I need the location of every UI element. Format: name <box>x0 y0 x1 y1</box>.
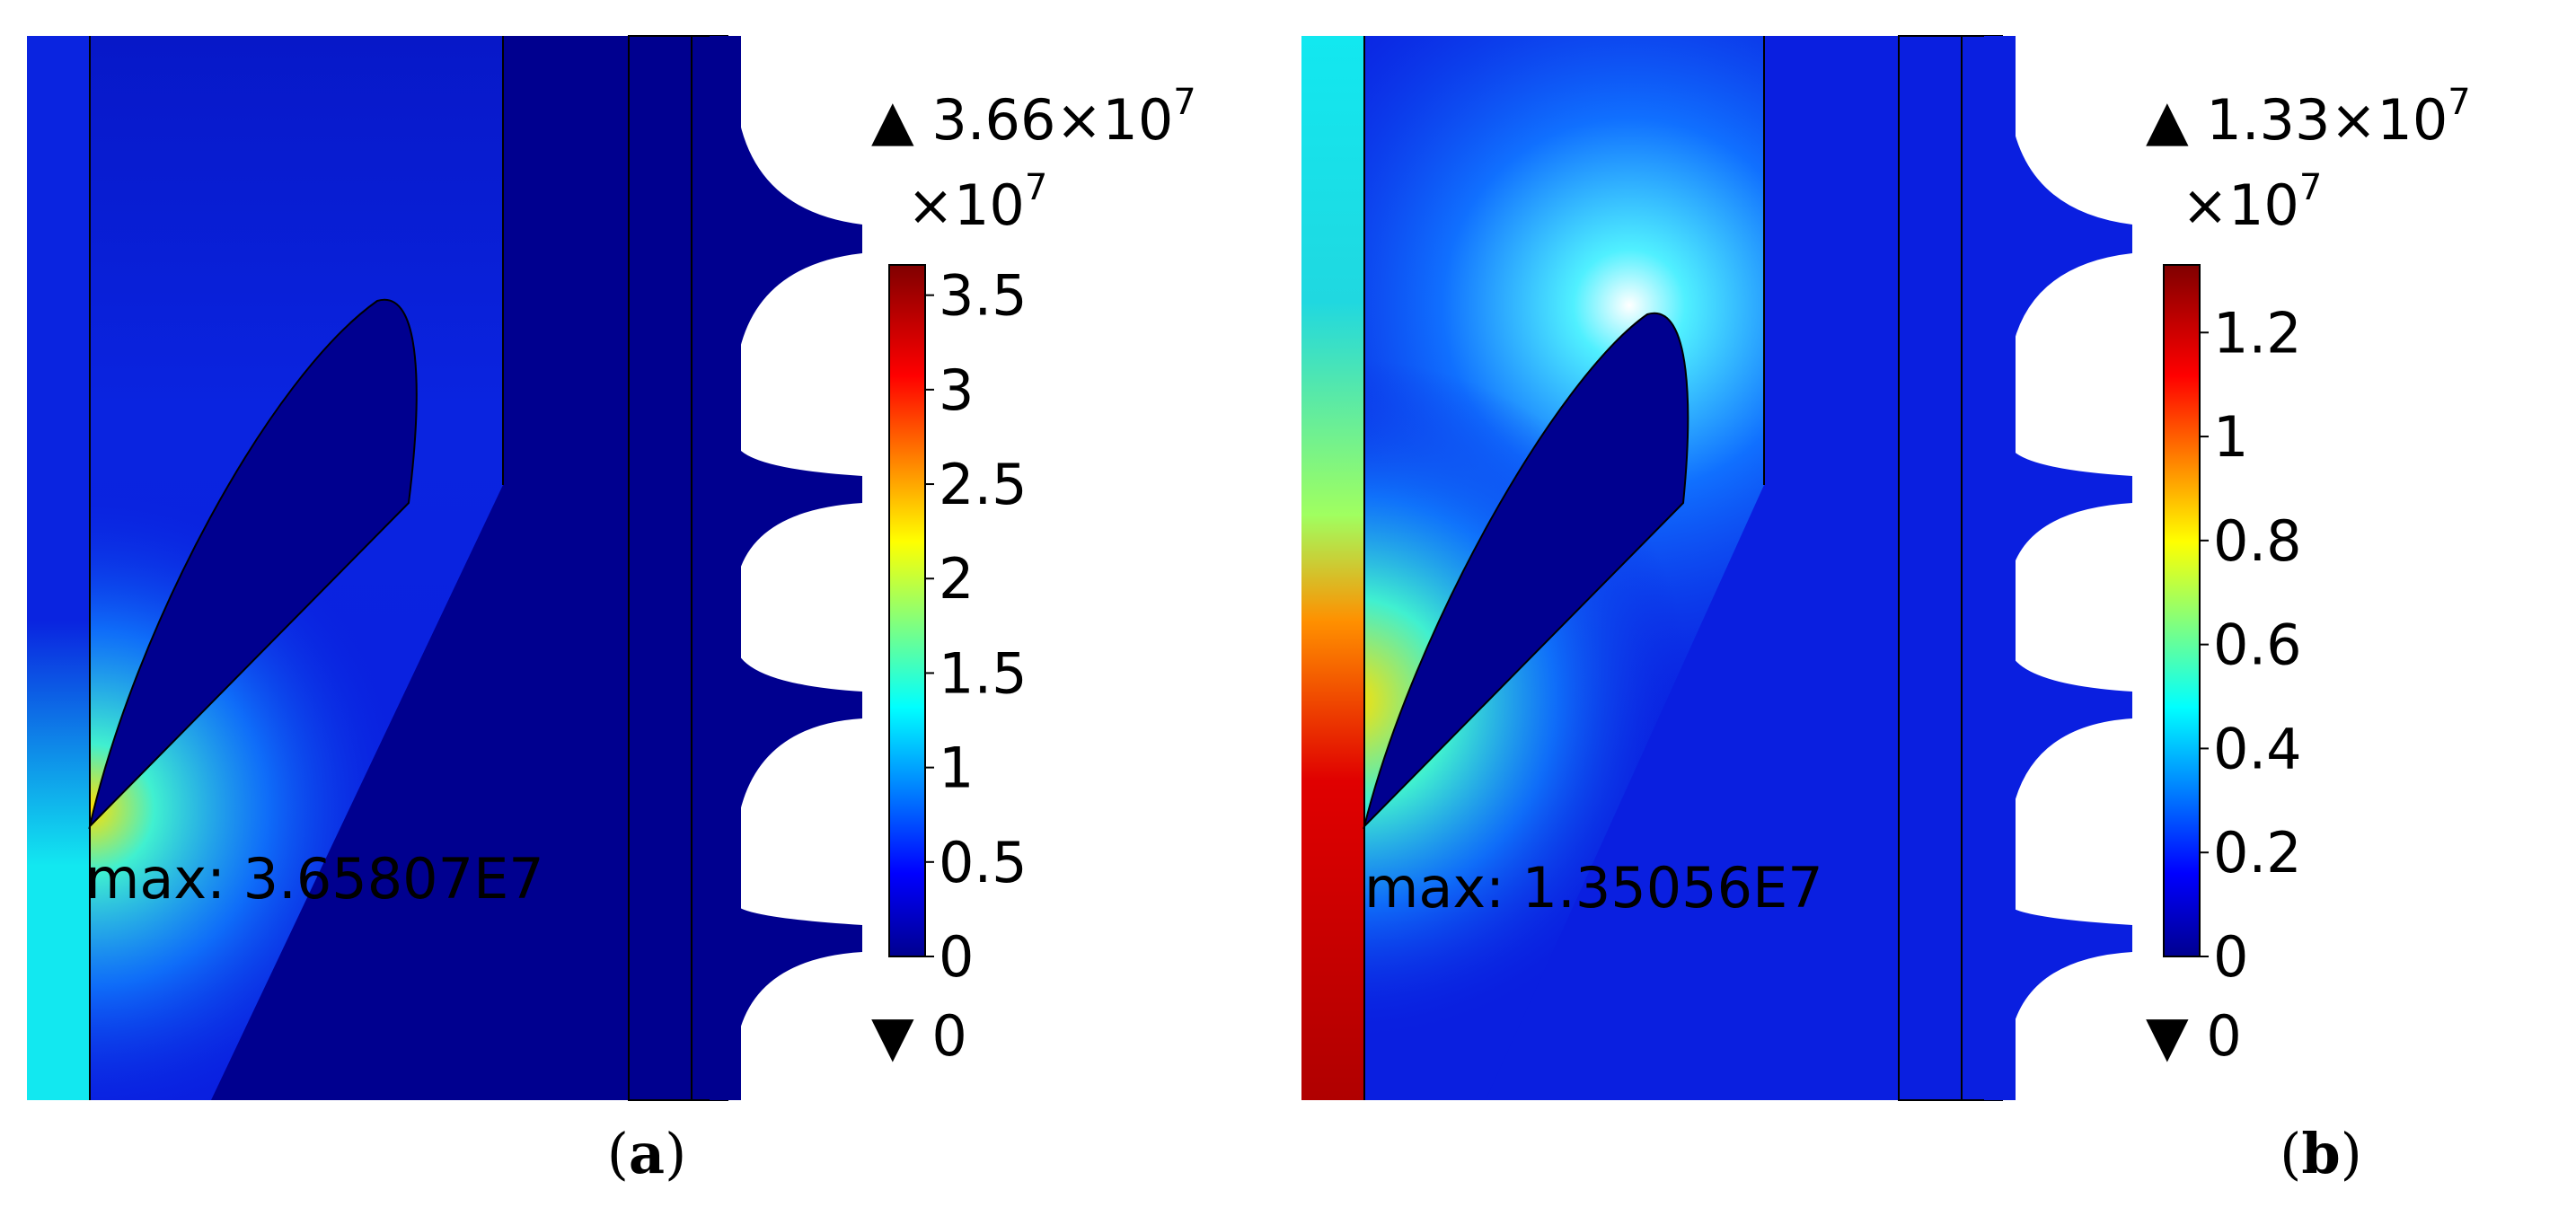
panel-a-tick-label: 0.5 <box>939 830 1028 895</box>
panel-b-min-label: ▼ 0 <box>2146 1003 2242 1069</box>
panel-a-scale-label: ×107 <box>907 167 1047 238</box>
panel-a-colorbar-ticks: 3.5 3 2.5 2 1.5 1 0.5 0 <box>925 263 1028 990</box>
panel-b-max-label: ▲ 1.33×107 <box>2146 82 2471 153</box>
panel-b-fins <box>1984 36 2132 1100</box>
panel-b-tick-label: 0.4 <box>2213 716 2302 781</box>
panel-a-min-label: ▼ 0 <box>871 1003 967 1069</box>
panel-a-tick-label: 1 <box>939 736 974 801</box>
panel-b-tick-label: 0.8 <box>2213 508 2302 574</box>
panel-a-colorbar <box>888 264 926 957</box>
panel-b-max-annotation: max: 1.35056E7 <box>1364 855 1823 921</box>
panel-a-tick-label: 3 <box>939 357 974 423</box>
panel-b-scale-label: ×107 <box>2182 167 2322 238</box>
panel-a-plot: max: 3.65807E7 3.5 3 2.5 2 1.5 1 0.5 0 ▲ 3.66×1… <box>27 35 1196 1101</box>
panel-b-tick-label: 0.2 <box>2213 820 2302 886</box>
panel-b-tick-label: 1.2 <box>2213 300 2302 366</box>
panel-b-tick-label: 0 <box>2213 924 2248 990</box>
panel-a-tick-label: 3.5 <box>939 263 1028 329</box>
panel-a-fins <box>710 36 862 1100</box>
panel-a: max: 3.65807E7 3.5 3 2.5 2 1.5 1 0.5 0 ▲ 3.66×1… <box>27 35 1196 1186</box>
panel-a-max-annotation: max: 3.65807E7 <box>85 846 544 912</box>
panel-b-plot: max: 1.35056E7 1.2 1 0.8 0.6 0.4 0.2 0 ▲ 1.33×… <box>1301 35 2471 1101</box>
panel-a-ellipse <box>88 298 418 830</box>
panel-a-tick-label: 2.5 <box>939 452 1028 517</box>
panel-b: max: 1.35056E7 1.2 1 0.8 0.6 0.4 0.2 0 ▲ 1.33×… <box>1288 0 2576 1225</box>
panel-a-axis-strip <box>27 36 90 1100</box>
panel-b-axis-strip <box>1301 36 1364 1100</box>
panel-b-tick-label: 0.6 <box>2213 612 2302 678</box>
panel-b-colorbar-ticks: 1.2 1 0.8 0.6 0.4 0.2 0 <box>2200 300 2302 990</box>
panel-a-caption: (a) <box>606 1121 687 1186</box>
panel-b-caption: (b) <box>2280 1121 2362 1186</box>
panel-b-tick-label: 1 <box>2213 404 2248 470</box>
panel-b-colorbar <box>2163 264 2201 957</box>
panel-b-ellipse <box>1363 312 1689 830</box>
panel-a-tick-label: 1.5 <box>939 640 1028 706</box>
panel-a-tick-label: 2 <box>939 546 974 612</box>
panel-a-max-label: ▲ 3.66×107 <box>871 82 1196 153</box>
panel-a-tick-label: 0 <box>939 924 974 990</box>
